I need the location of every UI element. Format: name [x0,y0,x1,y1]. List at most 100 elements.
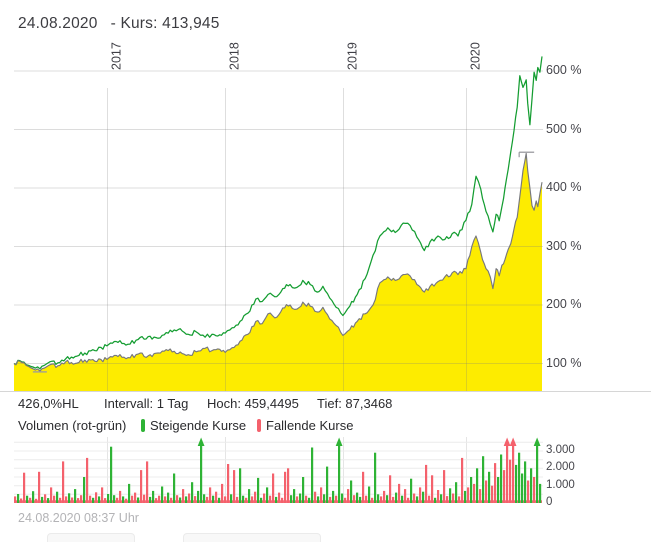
price-axis-label: 600 % [546,63,582,77]
volume-bar [299,493,302,503]
volume-bar [185,496,188,503]
volume-bar [281,497,284,503]
volume-bar [356,492,359,503]
volume-bar [170,497,173,503]
volume-bar [116,497,119,503]
volume-bar [296,496,299,503]
volume-bar [194,496,197,503]
volume-bar [131,495,134,503]
volume-bar [404,489,407,503]
volume-bar [212,495,215,503]
volume-bar [305,495,308,503]
title-date: 24.08.2020 [18,15,98,32]
down-volume-swatch-icon [257,419,261,432]
volume-bar [320,487,323,503]
price-axis-label: 400 % [546,180,582,194]
volume-bar [104,498,107,503]
volume-bar [86,457,89,503]
volume-bar [347,489,350,503]
volume-bar [23,472,26,503]
volume-bar [215,491,218,503]
volume-bar [470,477,473,503]
volume-bar [284,471,287,503]
volume-bar [260,497,263,503]
volume-bar [350,480,353,503]
volume-bar [410,478,413,503]
volume-bar [515,464,518,503]
volume-bar [437,490,440,503]
volume-bar [29,497,32,503]
volume-bar [110,446,113,503]
volume-bar [44,494,47,503]
bottom-button-left[interactable] [47,533,135,542]
volume-bar [533,477,536,503]
hl-range-value: 426,0%HL [18,396,79,411]
volume-arrow-icon [503,437,511,446]
volume-bar [188,493,191,503]
volume-bar [254,491,257,503]
volume-bar [47,498,50,503]
volume-bar [446,496,449,503]
volume-bar [491,485,494,503]
volume-bar [518,452,521,503]
volume-bar [476,468,479,503]
volume-bar [167,492,170,503]
volume-bar [17,494,20,503]
volume-bar [206,496,209,503]
volume-bar [464,490,467,503]
volume-bar [428,495,431,503]
volume-bar [329,496,332,503]
volume-bar [14,496,17,503]
volume-bar [218,497,221,503]
volume-bar [365,495,368,503]
volume-bar [152,490,155,503]
price-axis-label: 500 % [546,121,582,136]
volume-bar [233,470,236,503]
up-volume-swatch-icon [141,419,145,432]
volume-bar [266,487,269,503]
volume-bar [371,497,374,503]
price-axis-label: 100 % [546,355,582,370]
volume-bar [434,497,437,503]
bottom-button-right[interactable] [183,533,321,542]
volume-bar [290,495,293,503]
volume-bar [503,470,506,503]
price-axis-label: 200 % [546,297,582,311]
volume-bar [524,461,527,503]
low-value: Tief: 87,3468 [317,396,393,411]
volume-arrow-icon [509,437,517,446]
volume-bar [203,494,206,503]
volume-bar [500,454,503,503]
volume-bar [314,491,317,503]
volume-bar [419,487,422,503]
volume-bar [242,495,245,503]
volume-bar [107,494,110,503]
volume-bar [425,464,428,503]
volume-bar-clipped [512,446,515,503]
price-axis-label: 300 % [546,238,582,253]
volume-axis-label: 0 [546,496,553,508]
volume-axis-label: 1.000 [546,478,575,491]
volume-bar [344,497,347,503]
volume-bar [263,493,266,503]
kurs-area-fill [14,153,542,391]
volume-bar [317,496,320,503]
volume-bar [176,495,179,503]
volume-bar [65,496,68,503]
volume-bar [71,497,74,503]
volume-bar [92,497,95,503]
volume-bar [488,471,491,503]
volume-bar [113,495,116,503]
volume-bar [83,477,86,503]
benchmark-line [13,56,543,370]
volume-bar [140,470,143,503]
volume-bar [449,488,452,503]
volume-bar [362,471,365,503]
volume-bar [422,491,425,503]
volume-axis-label: 2.000 [546,461,575,474]
volume-bar [509,459,512,503]
volume-arrow-icon [335,437,343,446]
volume-bar [539,483,542,503]
volume-bar [275,496,278,503]
